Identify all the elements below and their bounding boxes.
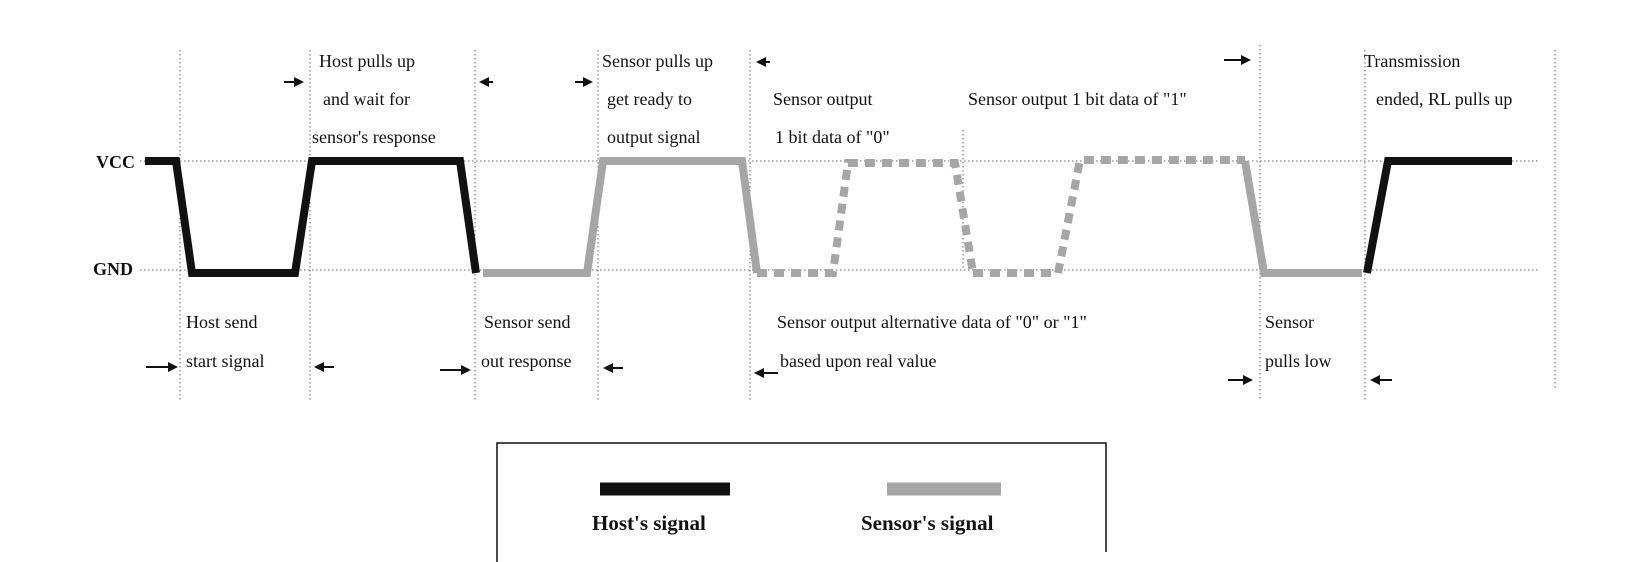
sensor-alternative-label-line-1: Sensor output alternative data of "0" or… [777, 312, 1087, 332]
transmission-ended-label-line-2: ended, RL pulls up [1376, 89, 1512, 109]
arrow-right-icon [575, 77, 593, 87]
arrow-left-icon [1370, 375, 1392, 385]
sensor-pulls-low-label-line-2: pulls low [1265, 351, 1332, 371]
sensor-output-0-label-line-1: Sensor output [773, 89, 873, 109]
host-pulls-up-label-line-2: and wait for [323, 89, 410, 109]
sensor-end-waveform [1245, 161, 1362, 273]
sensor-pulls-up-label-line-3: output signal [607, 127, 701, 147]
transmission-ended-label-line-1: Transmission [1364, 51, 1460, 71]
sensor-bit-1-waveform [973, 160, 1245, 273]
host-send-label-line-1: Host send [186, 312, 258, 332]
sensor-bit-0-waveform [757, 163, 973, 273]
host-pulls-up-label-line-1: Host pulls up [319, 51, 415, 71]
legend-host-label: Host's signal [592, 511, 706, 535]
sensor-pulls-low-label-line-1: Sensor [1265, 312, 1314, 332]
arrow-left-icon [314, 362, 334, 372]
gnd-label: GND [93, 259, 133, 279]
arrow-left-icon [479, 77, 493, 87]
arrow-right-icon [440, 365, 471, 375]
vcc-label: VCC [96, 152, 135, 172]
sensor-send-label-line-2: out response [481, 351, 571, 371]
arrow-left-icon [603, 363, 623, 373]
arrow-left-icon [754, 368, 778, 378]
legend: Host's signal Sensor's signal [497, 443, 1106, 562]
sensor-response-waveform [483, 161, 757, 273]
arrow-right-icon [1228, 375, 1253, 385]
sensor-pulls-up-label-line-1: Sensor pulls up [602, 51, 713, 71]
host-pulls-up-label-line-3: sensor's response [312, 127, 436, 147]
arrow-right-icon [1224, 55, 1251, 65]
sensor-send-label-line-1: Sensor send [484, 312, 571, 332]
sensor-pulls-up-label-line-2: get ready to [607, 89, 692, 109]
arrow-right-icon [146, 362, 178, 372]
legend-sensor-label: Sensor's signal [861, 511, 994, 535]
sensor-output-0-label-line-2: 1 bit data of "0" [775, 127, 890, 147]
legend-frame [497, 443, 1106, 562]
sensor-alternative-label-line-2: based upon real value [780, 351, 936, 371]
host-release-waveform [1367, 161, 1512, 273]
arrow-left-icon [756, 57, 770, 67]
arrow-right-icon [284, 77, 304, 87]
sensor-output-1-label: Sensor output 1 bit data of "1" [968, 89, 1187, 109]
host-send-label-line-2: start signal [186, 351, 265, 371]
host-start-signal-waveform [145, 161, 476, 273]
